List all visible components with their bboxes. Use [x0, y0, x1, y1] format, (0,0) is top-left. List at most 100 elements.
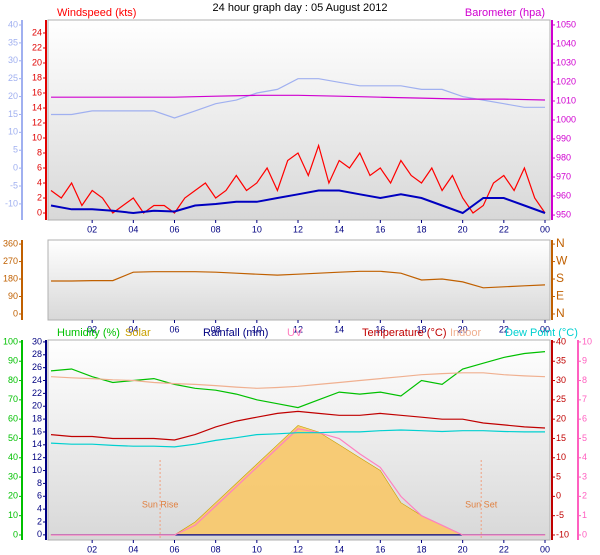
y-tick-label: 30 — [32, 336, 42, 346]
x-tick-label: 08 — [211, 544, 221, 554]
x-tick-label: 00 — [540, 224, 550, 234]
x-tick-label: 22 — [499, 324, 509, 334]
x-tick-label: 08 — [211, 224, 221, 234]
x-tick-label: 16 — [375, 324, 385, 334]
y-tick-label: 25 — [556, 394, 566, 404]
y-tick-label: 20 — [8, 91, 18, 101]
y-tick-label: 0 — [13, 308, 18, 318]
y-tick-label: S — [556, 271, 564, 285]
y-tick-label: 950 — [556, 209, 571, 219]
series-line — [51, 270, 546, 289]
y-tick-label: 15 — [556, 433, 566, 443]
x-tick-label: 06 — [169, 224, 179, 234]
y-tick-label: 1020 — [556, 76, 576, 86]
y-tick-label: 3 — [582, 471, 587, 481]
y-tick-label: 8 — [37, 478, 42, 488]
x-tick-label: 00 — [540, 544, 550, 554]
x-tick-label: 12 — [293, 544, 303, 554]
y-tick-label: E — [556, 289, 564, 303]
y-tick-label: 0 — [13, 529, 18, 539]
x-tick-label: 02 — [87, 324, 97, 334]
y-tick-label: 6 — [37, 491, 42, 501]
y-tick-label: 6 — [582, 414, 587, 424]
y-tick-label: 24 — [32, 27, 42, 37]
legend-label: Dew Point (°C) — [505, 327, 578, 339]
x-tick-label: 04 — [128, 224, 138, 234]
series-line — [51, 94, 546, 101]
y-tick-label: 6 — [37, 162, 42, 172]
y-tick-label: 7 — [582, 394, 587, 404]
y-tick-label: 60 — [8, 414, 18, 424]
y-tick-label: -10 — [556, 529, 569, 539]
y-tick-label: 9 — [582, 356, 587, 366]
y-tick-label: 30 — [8, 471, 18, 481]
y-tick-label: 26 — [32, 362, 42, 372]
x-tick-label: 04 — [128, 544, 138, 554]
y-tick-label: 28 — [32, 349, 42, 359]
annotation: Sun Rise — [142, 499, 179, 509]
x-tick-label: 00 — [540, 324, 550, 334]
y-tick-label: 1030 — [556, 57, 576, 67]
x-tick-label: 16 — [375, 224, 385, 234]
y-tick-label: -5 — [10, 180, 18, 190]
y-tick-label: 70 — [8, 394, 18, 404]
x-tick-label: 20 — [458, 324, 468, 334]
series-line — [51, 428, 545, 536]
x-tick-label: 04 — [128, 324, 138, 334]
x-tick-label: 18 — [416, 324, 426, 334]
y-tick-label: 0 — [556, 491, 561, 501]
x-tick-label: 10 — [252, 324, 262, 334]
x-tick-label: 22 — [499, 544, 509, 554]
y-tick-label: 20 — [8, 491, 18, 501]
y-tick-label: 40 — [556, 336, 566, 346]
x-tick-label: 06 — [169, 324, 179, 334]
y-tick-label: 30 — [8, 55, 18, 65]
x-tick-label: 10 — [252, 544, 262, 554]
x-tick-label: 18 — [416, 544, 426, 554]
y-tick-label: 10 — [8, 127, 18, 137]
y-tick-label: 20 — [556, 414, 566, 424]
series-line — [50, 189, 546, 215]
y-tick-label: 35 — [556, 356, 566, 366]
legend-label: Windspeed (kts) — [57, 7, 136, 19]
legend-label: UV — [287, 327, 303, 339]
y-tick-label: 8 — [582, 375, 587, 385]
y-tick-label: 40 — [8, 19, 18, 29]
x-tick-label: 20 — [458, 544, 468, 554]
y-tick-label: 5 — [556, 471, 561, 481]
y-tick-label: 100 — [3, 336, 18, 346]
y-tick-label: 12 — [32, 452, 42, 462]
y-tick-label: N — [556, 306, 565, 320]
x-tick-label: 18 — [416, 224, 426, 234]
y-tick-label: 1050 — [556, 19, 576, 29]
y-tick-label: 1000 — [556, 114, 576, 124]
x-tick-label: 16 — [375, 544, 385, 554]
y-tick-label: 16 — [32, 426, 42, 436]
y-tick-label: 25 — [8, 73, 18, 83]
y-tick-label: 90 — [8, 356, 18, 366]
legend-label: Rainfall (mm) — [203, 327, 268, 339]
y-tick-label: 4 — [37, 504, 42, 514]
y-tick-label: 50 — [8, 433, 18, 443]
y-tick-label: 22 — [32, 388, 42, 398]
y-tick-label: 0 — [13, 162, 18, 172]
x-tick-label: 12 — [293, 324, 303, 334]
x-tick-label: 14 — [334, 324, 344, 334]
y-tick-label: 18 — [32, 72, 42, 82]
series-line — [50, 372, 546, 389]
y-tick-label: 980 — [556, 152, 571, 162]
x-tick-label: 12 — [293, 224, 303, 234]
legend-label: Temperature (°C) — [362, 327, 446, 339]
series-line — [50, 429, 545, 448]
series-line — [50, 410, 546, 441]
x-tick-label: 22 — [499, 224, 509, 234]
y-tick-label: 180 — [3, 273, 18, 283]
y-tick-label: 22 — [32, 42, 42, 52]
x-tick-label: 02 — [87, 544, 97, 554]
y-tick-label: 970 — [556, 171, 571, 181]
y-tick-label: 10 — [556, 452, 566, 462]
y-tick-label: 10 — [32, 132, 42, 142]
y-tick-label: 30 — [556, 375, 566, 385]
y-tick-label: 960 — [556, 190, 571, 200]
